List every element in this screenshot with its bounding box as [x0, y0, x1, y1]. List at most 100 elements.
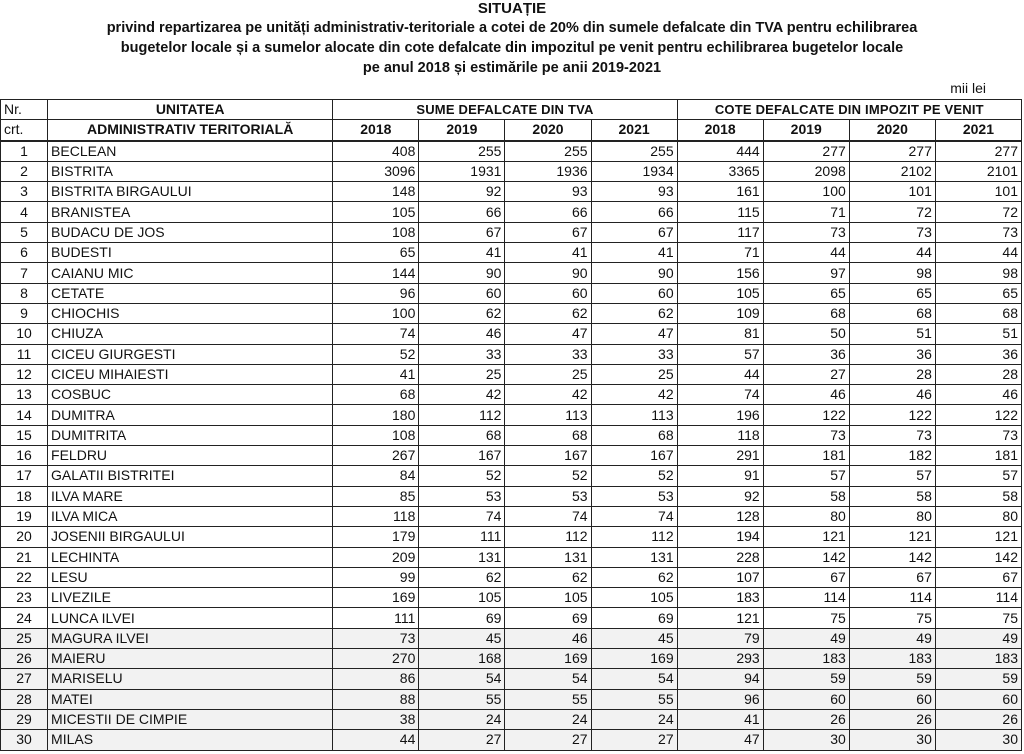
nr-header-bottom: crt. [0, 119, 49, 142]
tva-year-header: 2019 [418, 119, 506, 142]
row-number: 5 [0, 221, 49, 244]
impozit-value: 183 [676, 587, 764, 609]
row-number: 19 [0, 505, 49, 528]
tva-value: 67 [590, 221, 678, 244]
tva-value: 53 [590, 485, 678, 507]
impozit-value: 30 [762, 729, 850, 751]
tva-value: 167 [504, 445, 592, 467]
impozit-value: 67 [848, 566, 936, 589]
tva-value: 52 [332, 343, 420, 365]
impozit-value: 91 [676, 465, 764, 487]
tva-value: 108 [332, 424, 420, 447]
impozit-value: 36 [848, 343, 936, 365]
tva-value: 105 [418, 587, 506, 609]
impozit-value: 49 [762, 627, 850, 650]
impozit-value: 114 [762, 587, 850, 609]
tva-value: 60 [504, 282, 592, 304]
impozit-value: 277 [848, 139, 936, 162]
impozit-value: 71 [762, 201, 850, 223]
impozit-value: 57 [762, 465, 850, 487]
tva-value: 144 [332, 262, 420, 284]
table-row: 12 CICEU MIHAIESTI 41 25 25 25 44 27 28 28 [0, 363, 1023, 386]
tva-value: 62 [418, 566, 506, 589]
unit-header-bottom: ADMINISTRATIV TERITORIALĂ [47, 119, 334, 142]
table-row: 26 MAIERU 270 168 169 169 293 183 183 183 [0, 648, 1023, 670]
tva-value: 113 [590, 404, 678, 426]
tva-value: 62 [418, 302, 506, 325]
table-row: 17 GALATII BISTRITEI 84 52 52 52 91 57 57 57 [0, 465, 1023, 487]
tva-value: 131 [590, 546, 678, 568]
unit-name: LUNCA ILVEI [47, 607, 334, 629]
row-number: 17 [0, 465, 49, 487]
tva-value: 24 [590, 708, 678, 731]
tva-value: 68 [332, 384, 420, 406]
impozit-value: 71 [676, 242, 764, 264]
tva-value: 111 [332, 607, 420, 629]
impozit-value: 26 [934, 708, 1023, 731]
impozit-value: 44 [676, 363, 764, 386]
impozit-value: 80 [934, 505, 1023, 528]
tva-value: 38 [332, 708, 420, 731]
row-number: 26 [0, 648, 49, 670]
tva-value: 62 [590, 566, 678, 589]
tva-value: 60 [418, 282, 506, 304]
unit-name: CHIOCHIS [47, 302, 334, 325]
tva-value: 54 [504, 668, 592, 690]
row-number: 27 [0, 668, 49, 690]
tva-value: 169 [332, 587, 420, 609]
tva-value: 1934 [590, 160, 678, 183]
impozit-value: 94 [676, 668, 764, 690]
tva-value: 46 [504, 627, 592, 650]
impozit-value: 67 [934, 566, 1023, 589]
unit-label: mii lei [950, 80, 986, 96]
row-number: 12 [0, 363, 49, 386]
tva-value: 66 [590, 201, 678, 223]
table-row: 3 BISTRITA BIRGAULUI 148 92 93 93 161 100 101 101 [0, 181, 1023, 203]
document-title: SITUAȚIE [477, 0, 547, 17]
impozit-value: 81 [676, 323, 764, 345]
impozit-value: 98 [848, 262, 936, 284]
impozit-value: 122 [848, 404, 936, 426]
tva-value: 88 [332, 688, 420, 710]
row-number: 20 [0, 526, 49, 548]
tva-value: 148 [332, 181, 420, 203]
row-number: 9 [0, 302, 49, 325]
table-row: 18 ILVA MARE 85 53 53 53 92 58 58 58 [0, 485, 1023, 507]
tva-value: 167 [590, 445, 678, 467]
tva-value: 167 [418, 445, 506, 467]
tva-group-header: SUME DEFALCATE DIN TVA [332, 98, 678, 121]
row-number: 10 [0, 323, 49, 345]
tva-value: 255 [418, 139, 506, 162]
tva-value: 99 [332, 566, 420, 589]
unit-name: LECHINTA [47, 546, 334, 568]
impozit-value: 72 [934, 201, 1023, 223]
table-row: 20 JOSENII BIRGAULUI 179 111 112 112 194 121 121… [0, 526, 1023, 548]
table-row: 1 BECLEAN 408 255 255 255 444 277 277 277 [0, 139, 1023, 162]
impozit-value: 122 [762, 404, 850, 426]
impozit-value: 44 [934, 242, 1023, 264]
impozit-value: 75 [762, 607, 850, 629]
impozit-value: 121 [676, 607, 764, 629]
table-row: 9 CHIOCHIS 100 62 62 62 109 68 68 68 [0, 302, 1023, 325]
row-number: 28 [0, 688, 49, 710]
impozit-value: 293 [676, 648, 764, 670]
impozit-value: 73 [934, 424, 1023, 447]
impozit-value: 51 [934, 323, 1023, 345]
tva-value: 96 [332, 282, 420, 304]
unit-name: CHIUZA [47, 323, 334, 345]
impozit-value: 26 [762, 708, 850, 731]
tva-value: 74 [590, 505, 678, 528]
table-row: 13 COSBUC 68 42 42 42 74 46 46 46 [0, 384, 1023, 406]
unit-name: MILAS [47, 729, 334, 751]
row-number: 14 [0, 404, 49, 426]
row-number: 8 [0, 282, 49, 304]
impozit-value: 65 [762, 282, 850, 304]
impozit-value: 57 [676, 343, 764, 365]
tva-value: 74 [418, 505, 506, 528]
tva-value: 45 [418, 627, 506, 650]
impozit-value: 73 [762, 424, 850, 447]
impozit-value: 60 [762, 688, 850, 710]
impozit-value: 121 [762, 526, 850, 548]
impozit-value: 142 [762, 546, 850, 568]
impozit-group-header: COTE DEFALCATE DIN IMPOZIT PE VENIT [676, 98, 1023, 121]
